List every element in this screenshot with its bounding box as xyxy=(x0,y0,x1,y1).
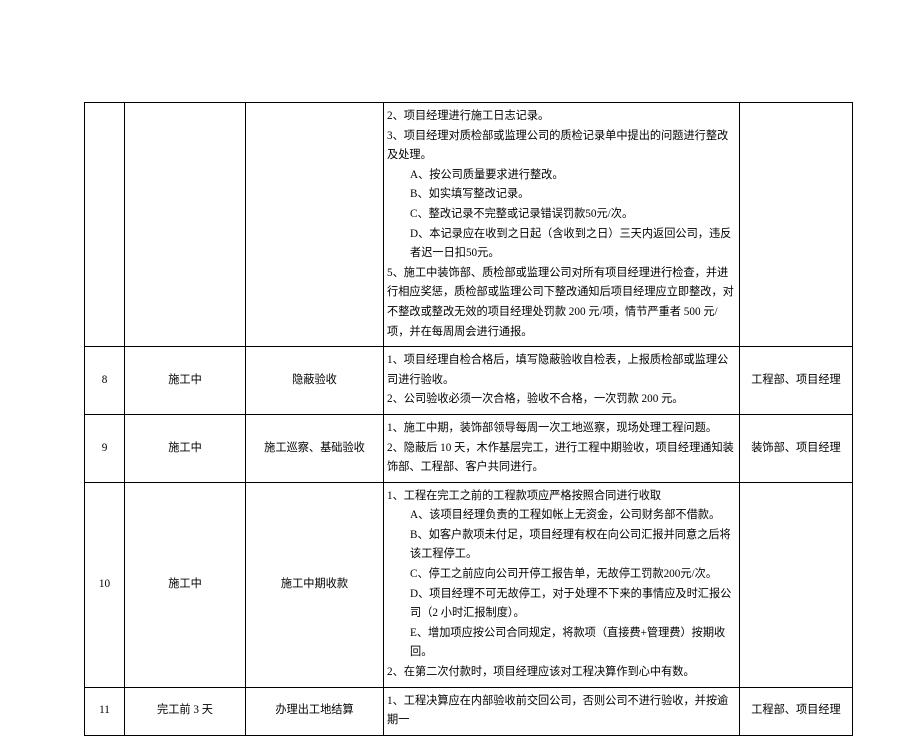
cell-content: 2、项目经理进行施工日志记录。3、项目经理对质检部或监理公司的质检记录单中提出的… xyxy=(384,103,740,347)
content-line: 2、公司验收必须一次合格，验收不合格，一次罚款 200 元。 xyxy=(387,390,736,410)
cell-dept: 装饰部、项目经理 xyxy=(740,414,853,482)
cell-task: 隐蔽验收 xyxy=(246,347,384,415)
content-line: 5、施工中装饰部、质检部或监理公司对所有项目经理进行检查，并进行相应奖惩，质检部… xyxy=(387,264,736,342)
cell-num: 11 xyxy=(85,687,125,735)
content-line: B、如实填写整改记录。 xyxy=(387,185,736,205)
content-line: 1、工程决算应在内部验收前交回公司，否则公司不进行验收，并按逾期一 xyxy=(387,692,736,731)
cell-dept xyxy=(740,103,853,347)
cell-task: 施工巡察、基础验收 xyxy=(246,414,384,482)
content-line: 1、工程在完工之前的工程款项应严格按照合同进行收取 xyxy=(387,487,736,507)
cell-phase: 施工中 xyxy=(125,482,246,687)
table-row: 9 施工中 施工巡察、基础验收 1、施工中期，装饰部领导每周一次工地巡察，现场处… xyxy=(85,414,853,482)
cell-task: 办理出工地结算 xyxy=(246,687,384,735)
content-line: C、整改记录不完整或记录错误罚款50元/次。 xyxy=(387,205,736,225)
cell-phase xyxy=(125,103,246,347)
cell-content: 1、施工中期，装饰部领导每周一次工地巡察，现场处理工程问题。2、隐蔽后 10 天… xyxy=(384,414,740,482)
cell-content: 1、工程在完工之前的工程款项应严格按照合同进行收取A、该项目经理负责的工程如帐上… xyxy=(384,482,740,687)
cell-dept xyxy=(740,482,853,687)
table-row: 10 施工中 施工中期收款 1、工程在完工之前的工程款项应严格按照合同进行收取A… xyxy=(85,482,853,687)
content-line: B、如客户款项未付足，项目经理有权在向公司汇报并同意之后将该工程停工。 xyxy=(387,526,736,565)
content-line: A、按公司质量要求进行整改。 xyxy=(387,166,736,186)
content-line: E、增加项应按公司合同规定，将款项（直接费+管理费）按期收回。 xyxy=(387,624,736,663)
cell-content: 1、项目经理自检合格后，填写隐蔽验收自检表，上报质检部或监理公司进行验收。2、公… xyxy=(384,347,740,415)
cell-phase: 完工前 3 天 xyxy=(125,687,246,735)
content-line: 3、项目经理对质检部或监理公司的质检记录单中提出的问题进行整改及处理。 xyxy=(387,127,736,166)
table-row: 8 施工中 隐蔽验收 1、项目经理自检合格后，填写隐蔽验收自检表，上报质检部或监… xyxy=(85,347,853,415)
content-line: C、停工之前应向公司开停工报告单，无故停工罚款200元/次。 xyxy=(387,565,736,585)
process-table: 2、项目经理进行施工日志记录。3、项目经理对质检部或监理公司的质检记录单中提出的… xyxy=(84,102,853,736)
cell-task xyxy=(246,103,384,347)
content-line: D、项目经理不可无故停工，对于处理不下来的事情应及时汇报公司（2 小时汇报制度）… xyxy=(387,585,736,624)
cell-num: 10 xyxy=(85,482,125,687)
content-line: D、本记录应在收到之日起（含收到之日）三天内返回公司，违反者迟一日扣50元。 xyxy=(387,225,736,264)
cell-num xyxy=(85,103,125,347)
page-container: 2、项目经理进行施工日志记录。3、项目经理对质检部或监理公司的质检记录单中提出的… xyxy=(0,0,920,651)
content-line: 2、在第二次付款时，项目经理应该对工程决算作到心中有数。 xyxy=(387,663,736,683)
content-line: 1、项目经理自检合格后，填写隐蔽验收自检表，上报质检部或监理公司进行验收。 xyxy=(387,351,736,390)
content-line: 2、隐蔽后 10 天，木作基层完工，进行工程中期验收，项目经理通知装饰部、工程部… xyxy=(387,439,736,478)
cell-dept: 工程部、项目经理 xyxy=(740,347,853,415)
table-row: 11 完工前 3 天 办理出工地结算 1、工程决算应在内部验收前交回公司，否则公… xyxy=(85,687,853,735)
content-line: 1、施工中期，装饰部领导每周一次工地巡察，现场处理工程问题。 xyxy=(387,419,736,439)
cell-task: 施工中期收款 xyxy=(246,482,384,687)
cell-num: 9 xyxy=(85,414,125,482)
cell-content: 1、工程决算应在内部验收前交回公司，否则公司不进行验收，并按逾期一 xyxy=(384,687,740,735)
table-row: 2、项目经理进行施工日志记录。3、项目经理对质检部或监理公司的质检记录单中提出的… xyxy=(85,103,853,347)
content-line: 2、项目经理进行施工日志记录。 xyxy=(387,107,736,127)
cell-phase: 施工中 xyxy=(125,414,246,482)
cell-phase: 施工中 xyxy=(125,347,246,415)
content-line: A、该项目经理负责的工程如帐上无资金，公司财务部不借款。 xyxy=(387,506,736,526)
cell-dept: 工程部、项目经理 xyxy=(740,687,853,735)
cell-num: 8 xyxy=(85,347,125,415)
